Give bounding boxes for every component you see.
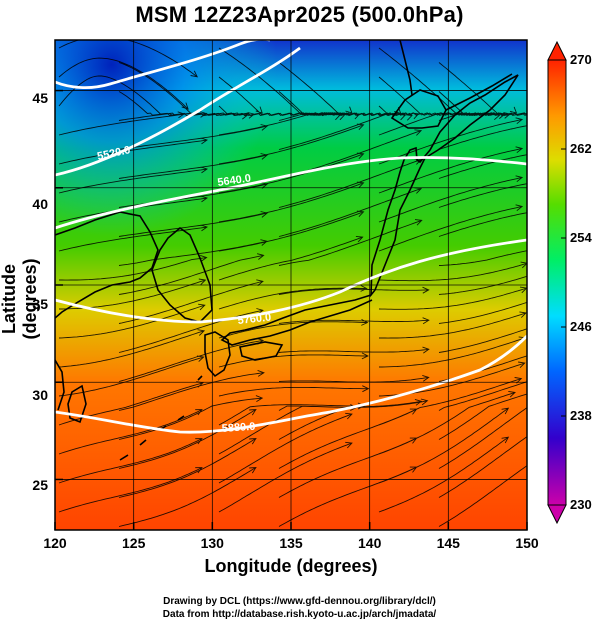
x-tick-label: 150 bbox=[515, 535, 539, 551]
colorbar-lower-triangle bbox=[547, 504, 567, 525]
contour-label-5880: 5880.0 bbox=[221, 421, 255, 435]
x-tick-label: 120 bbox=[43, 535, 67, 551]
colorbar-label: 262 bbox=[570, 141, 592, 156]
colorbar-scale bbox=[547, 59, 567, 506]
x-tick-label: 125 bbox=[122, 535, 146, 551]
height-contours bbox=[55, 40, 527, 434]
colorbar-ticks bbox=[561, 59, 566, 506]
mainland-coastline bbox=[55, 211, 159, 319]
axis-tick-marks bbox=[54, 89, 528, 530]
x-tick-label: 135 bbox=[279, 535, 303, 551]
contour-label-5760: 5760.0 bbox=[237, 312, 272, 327]
colorbar-label: 254 bbox=[570, 230, 592, 245]
map-area: 5520.0 5640.0 5760.0 5880.0 bbox=[55, 40, 527, 530]
y-tick-label: 30 bbox=[32, 387, 48, 403]
data-source-credit: Data from http://database.rish.kyoto-u.a… bbox=[162, 609, 437, 620]
honshu-west-coastline bbox=[220, 294, 373, 346]
map-title: MSM 12Z23Apr2025 (500.0hPa) bbox=[135, 2, 464, 27]
colorbar-label: 246 bbox=[570, 319, 592, 334]
y-tick-label: 45 bbox=[32, 90, 48, 106]
y-tick-label: 35 bbox=[32, 296, 48, 312]
colorbar-label: 270 bbox=[570, 52, 592, 67]
contour-5880 bbox=[55, 335, 527, 434]
kyushu-coastline bbox=[204, 331, 231, 378]
lat-lon-grid bbox=[55, 40, 527, 530]
sakhalin-coastline bbox=[399, 40, 413, 96]
japan-coastline bbox=[370, 74, 519, 298]
colorbar bbox=[547, 40, 567, 525]
colorbar-label: 238 bbox=[570, 408, 592, 423]
contour-5760 bbox=[55, 238, 527, 324]
x-tick-label: 145 bbox=[436, 535, 460, 551]
contour-5640 bbox=[55, 156, 527, 230]
shikoku-coastline bbox=[239, 341, 284, 361]
contour-5520-b bbox=[55, 46, 301, 177]
drawing-credit: Drawing by DCL (https://www.gfd-dennou.o… bbox=[163, 596, 436, 607]
kuril-coastline bbox=[445, 73, 513, 111]
y-tick-label: 25 bbox=[32, 477, 48, 493]
taiwan-coastline bbox=[67, 384, 87, 424]
colorbar-label: 230 bbox=[570, 497, 592, 512]
ryukyu-islands bbox=[119, 375, 203, 461]
x-tick-label: 130 bbox=[200, 535, 224, 551]
x-tick-label: 140 bbox=[358, 535, 382, 551]
y-axis-label: Latitude (degrees) bbox=[0, 258, 40, 340]
colorbar-upper-triangle bbox=[547, 40, 567, 61]
y-tick-label: 40 bbox=[32, 196, 48, 212]
x-axis-label: Longitude (degrees) bbox=[204, 556, 378, 576]
contour-label-5640: 5640.0 bbox=[217, 172, 252, 189]
